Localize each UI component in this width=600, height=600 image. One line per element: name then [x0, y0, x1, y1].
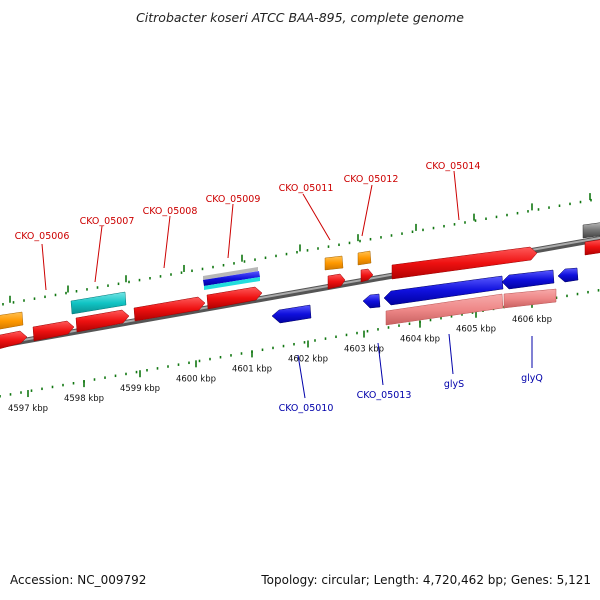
cds-arrow-reverse[interactable] — [271, 304, 312, 324]
feature-gray-light[interactable] — [203, 267, 258, 280]
pseudogene-pink[interactable] — [503, 288, 557, 309]
rna-feature-orange[interactable] — [0, 311, 24, 330]
upper-ruler — [2, 193, 592, 306]
cds-arrow-forward[interactable] — [75, 309, 130, 333]
gene-label-CKO_05014[interactable]: CKO_05014 — [426, 161, 481, 172]
cds-arrow-reverse[interactable] — [501, 269, 555, 290]
cds-arrow-forward[interactable] — [391, 246, 538, 280]
cds-arrow-forward[interactable] — [0, 330, 28, 350]
ruler-label: 4602 kbp — [288, 354, 328, 364]
pseudogene-pink[interactable] — [385, 293, 504, 326]
feature-track — [0, 222, 600, 350]
genome-summary-text: Topology: circular; Length: 4,720,462 bp… — [260, 573, 591, 587]
ruler-label: 4603 kbp — [344, 345, 384, 355]
gene-label-CKO_05006[interactable]: CKO_05006 — [15, 231, 70, 242]
gene-label-CKO_05011[interactable]: CKO_05011 — [279, 183, 334, 194]
feature-gray[interactable] — [582, 222, 600, 239]
cds-arrow-forward[interactable] — [206, 286, 263, 310]
cds-arrow-forward[interactable] — [327, 273, 346, 290]
gene-label-glyS[interactable]: glyS — [444, 379, 464, 390]
feature-cyan-stack[interactable] — [204, 277, 260, 290]
gene-label-layer: CKO_05006 CKO_05007 CKO_05008 CKO_05009 … — [15, 161, 543, 414]
ruler-label: 4604 kbp — [400, 335, 440, 345]
cds-arrow-forward[interactable] — [32, 320, 75, 342]
gene-label-glyQ[interactable]: glyQ — [521, 373, 543, 384]
gene-label-CKO_05013[interactable]: CKO_05013 — [357, 390, 412, 401]
rna-feature-orange[interactable] — [324, 255, 344, 271]
feature-cyan[interactable] — [70, 291, 127, 315]
gene-label-CKO_05007[interactable]: CKO_05007 — [80, 216, 135, 227]
ruler-label: 4598 kbp — [64, 394, 104, 404]
ruler-label: 4601 kbp — [232, 364, 272, 374]
gene-label-CKO_05010[interactable]: CKO_05010 — [279, 403, 334, 414]
cds-arrow-forward[interactable] — [133, 296, 206, 322]
rna-feature-orange[interactable] — [357, 250, 372, 266]
ruler-label: 4600 kbp — [176, 374, 216, 384]
ruler-label: 4599 kbp — [120, 384, 160, 394]
gene-label-CKO_05012[interactable]: CKO_05012 — [344, 174, 399, 185]
ruler-label: 4606 kbp — [512, 315, 552, 325]
cds-arrow-reverse[interactable] — [362, 293, 381, 309]
gene-label-CKO_05009[interactable]: CKO_05009 — [206, 194, 261, 205]
cds-arrow-forward[interactable] — [584, 239, 600, 256]
cds-arrow-forward[interactable] — [360, 268, 374, 283]
feature-blue-stack[interactable] — [203, 271, 260, 286]
ruler-label: 4597 kbp — [8, 404, 48, 414]
accession-text: Accession: NC_009792 — [10, 573, 146, 587]
gene-label-CKO_05008[interactable]: CKO_05008 — [143, 206, 198, 217]
map-title: Citrobacter koseri ATCC BAA-895, complet… — [136, 10, 464, 25]
ruler-label: 4605 kbp — [456, 325, 496, 335]
cds-arrow-reverse[interactable] — [557, 267, 579, 283]
